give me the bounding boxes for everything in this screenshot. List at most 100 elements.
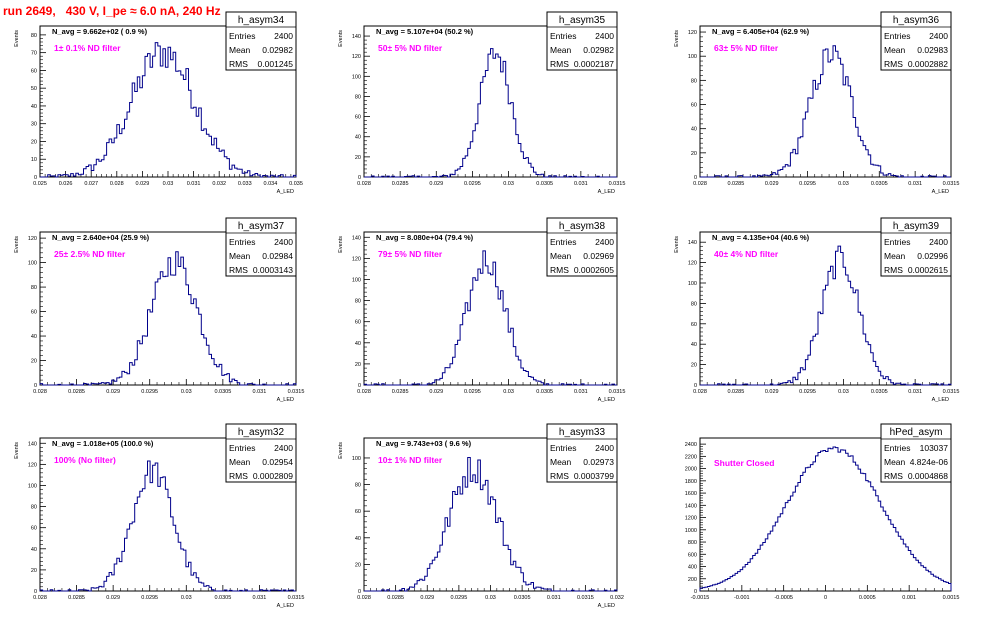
stats-value: 0.0002605 [574, 265, 614, 275]
histogram-line [700, 45, 951, 178]
x-tick-label: 0.0315 [577, 595, 594, 601]
stats-key: Entries [229, 443, 255, 453]
x-tick-label: 0.0015 [943, 595, 960, 601]
y-tick-label: 1400 [685, 503, 697, 509]
y-tick-label: 100 [28, 483, 37, 489]
x-tick-label: -0.001 [734, 595, 750, 601]
stats-value: 2400 [274, 31, 293, 41]
x-tick-label: 0.0315 [288, 595, 305, 601]
x-tick-label: 0.0295 [799, 181, 816, 187]
y-tick-label: 60 [691, 103, 697, 109]
y-tick-label: 100 [352, 277, 361, 283]
stats-value: 2400 [929, 237, 948, 247]
x-tick-label: 0.0295 [464, 389, 481, 395]
histogram-panel-h_asym35: 0 20 40 60 80 100 120 140 0.028 0.0285 0.029 0.0295… [338, 11, 625, 195]
stats-value: 0.02982 [262, 45, 293, 55]
x-tick-label: 0.027 [84, 181, 98, 187]
x-tick-label: 0.031 [574, 181, 588, 187]
stats-value: 103037 [920, 443, 949, 453]
stats-key: Mean [884, 45, 906, 55]
filter-label: 79± 5% ND filter [378, 249, 443, 259]
x-tick-label: 0.0315 [943, 389, 960, 395]
stats-value: 0.02973 [583, 457, 614, 467]
x-tick-label: 0.031 [253, 595, 267, 601]
x-axis-label: A_LED [598, 397, 615, 403]
y-tick-label: 0 [358, 175, 361, 181]
x-tick-label: 0.029 [765, 389, 779, 395]
y-tick-label: 80 [691, 78, 697, 84]
x-tick-label: 0.03 [485, 595, 496, 601]
y-tick-label: 140 [352, 235, 361, 241]
x-tick-label: 0 [824, 595, 827, 601]
y-tick-label: 400 [688, 565, 697, 571]
stats-value: 2400 [274, 237, 293, 247]
stats-value: 2400 [595, 31, 614, 41]
x-tick-label: 0.0295 [141, 389, 158, 395]
y-tick-label: 0 [694, 589, 697, 595]
y-tick-label: 20 [691, 363, 697, 369]
y-tick-label: 2200 [685, 454, 697, 460]
y-tick-label: 0 [34, 589, 37, 595]
x-axis-label: A_LED [598, 603, 615, 609]
y-tick-label: 120 [28, 462, 37, 468]
stats-box [880, 423, 952, 483]
x-tick-label: 0.031 [547, 595, 561, 601]
y-tick-label: 40 [355, 536, 361, 542]
stats-value: 0.02954 [262, 457, 293, 467]
stats-hist-name: h_asym33 [559, 427, 606, 438]
y-tick-label: 140 [28, 441, 37, 447]
stats-box [546, 423, 618, 483]
x-tick-label: 0.0315 [943, 181, 960, 187]
y-tick-label: 40 [691, 127, 697, 133]
y-tick-label: 80 [691, 301, 697, 307]
x-tick-label: 0.031 [187, 181, 201, 187]
stats-hist-name: h_asym32 [238, 427, 285, 438]
x-tick-label: 0.0285 [392, 181, 409, 187]
stats-value: 0.001245 [258, 59, 294, 69]
y-tick-label: 0 [34, 175, 37, 181]
stats-value: 0.0002615 [908, 265, 948, 275]
histogram-panel-h_asym32: 0 20 40 60 80 100 120 140 0.028 0.0285 0.029 0.0295… [14, 423, 305, 609]
stats-value: 0.0002882 [908, 59, 948, 69]
x-axis-label: A_LED [598, 189, 615, 195]
stats-key: RMS [550, 265, 569, 275]
stats-key: Mean [550, 251, 572, 261]
x-tick-label: 0.0305 [214, 389, 231, 395]
y-tick-label: 100 [28, 261, 37, 267]
stats-key: RMS [884, 265, 903, 275]
stats-value: 0.02996 [917, 251, 948, 261]
stats-key: Entries [884, 31, 910, 41]
y-tick-label: 80 [31, 33, 37, 39]
histogram-panel-hPed_asym: 0 200 400 600 800 1000 1200 1400 1600 1800 2000 220… [685, 423, 960, 601]
y-tick-label: 20 [31, 139, 37, 145]
stats-value: 0.02982 [583, 45, 614, 55]
x-axis-label: A_LED [932, 397, 949, 403]
x-tick-label: -0.0005 [774, 595, 793, 601]
stats-key: RMS [550, 59, 569, 69]
y-axis-label: Events [14, 236, 20, 253]
x-axis-label: A_LED [277, 189, 294, 195]
histogram-panel-h_asym38: 0 20 40 60 80 100 120 140 0.028 0.0285 0.029 0.0295… [338, 217, 625, 403]
y-tick-label: 0 [34, 383, 37, 389]
y-tick-label: 0 [694, 383, 697, 389]
histogram-panel-h_asym34: 0 10 20 30 40 50 60 70 80 0.025 0.026 0.027 0.028 0.0… [14, 11, 303, 195]
y-tick-label: 20 [691, 151, 697, 157]
x-axis-label: A_LED [277, 397, 294, 403]
stats-hist-name: h_asym38 [559, 221, 606, 232]
x-tick-label: 0.029 [429, 181, 443, 187]
histogram-line [363, 250, 617, 386]
stats-key: RMS [229, 59, 248, 69]
y-axis-label: Events [14, 442, 20, 459]
plot-frame [39, 437, 297, 592]
x-tick-label: 0.028 [33, 389, 47, 395]
histogram-line [699, 446, 952, 591]
y-tick-label: 2000 [685, 467, 697, 473]
x-tick-label: 0.03 [163, 181, 174, 187]
y-tick-label: 100 [352, 456, 361, 462]
y-tick-label: 20 [355, 155, 361, 161]
x-tick-label: 0.0305 [536, 181, 553, 187]
y-tick-label: 80 [31, 505, 37, 511]
y-tick-label: 0 [358, 589, 361, 595]
y-tick-label: 40 [31, 104, 37, 110]
y-tick-label: 0 [358, 383, 361, 389]
